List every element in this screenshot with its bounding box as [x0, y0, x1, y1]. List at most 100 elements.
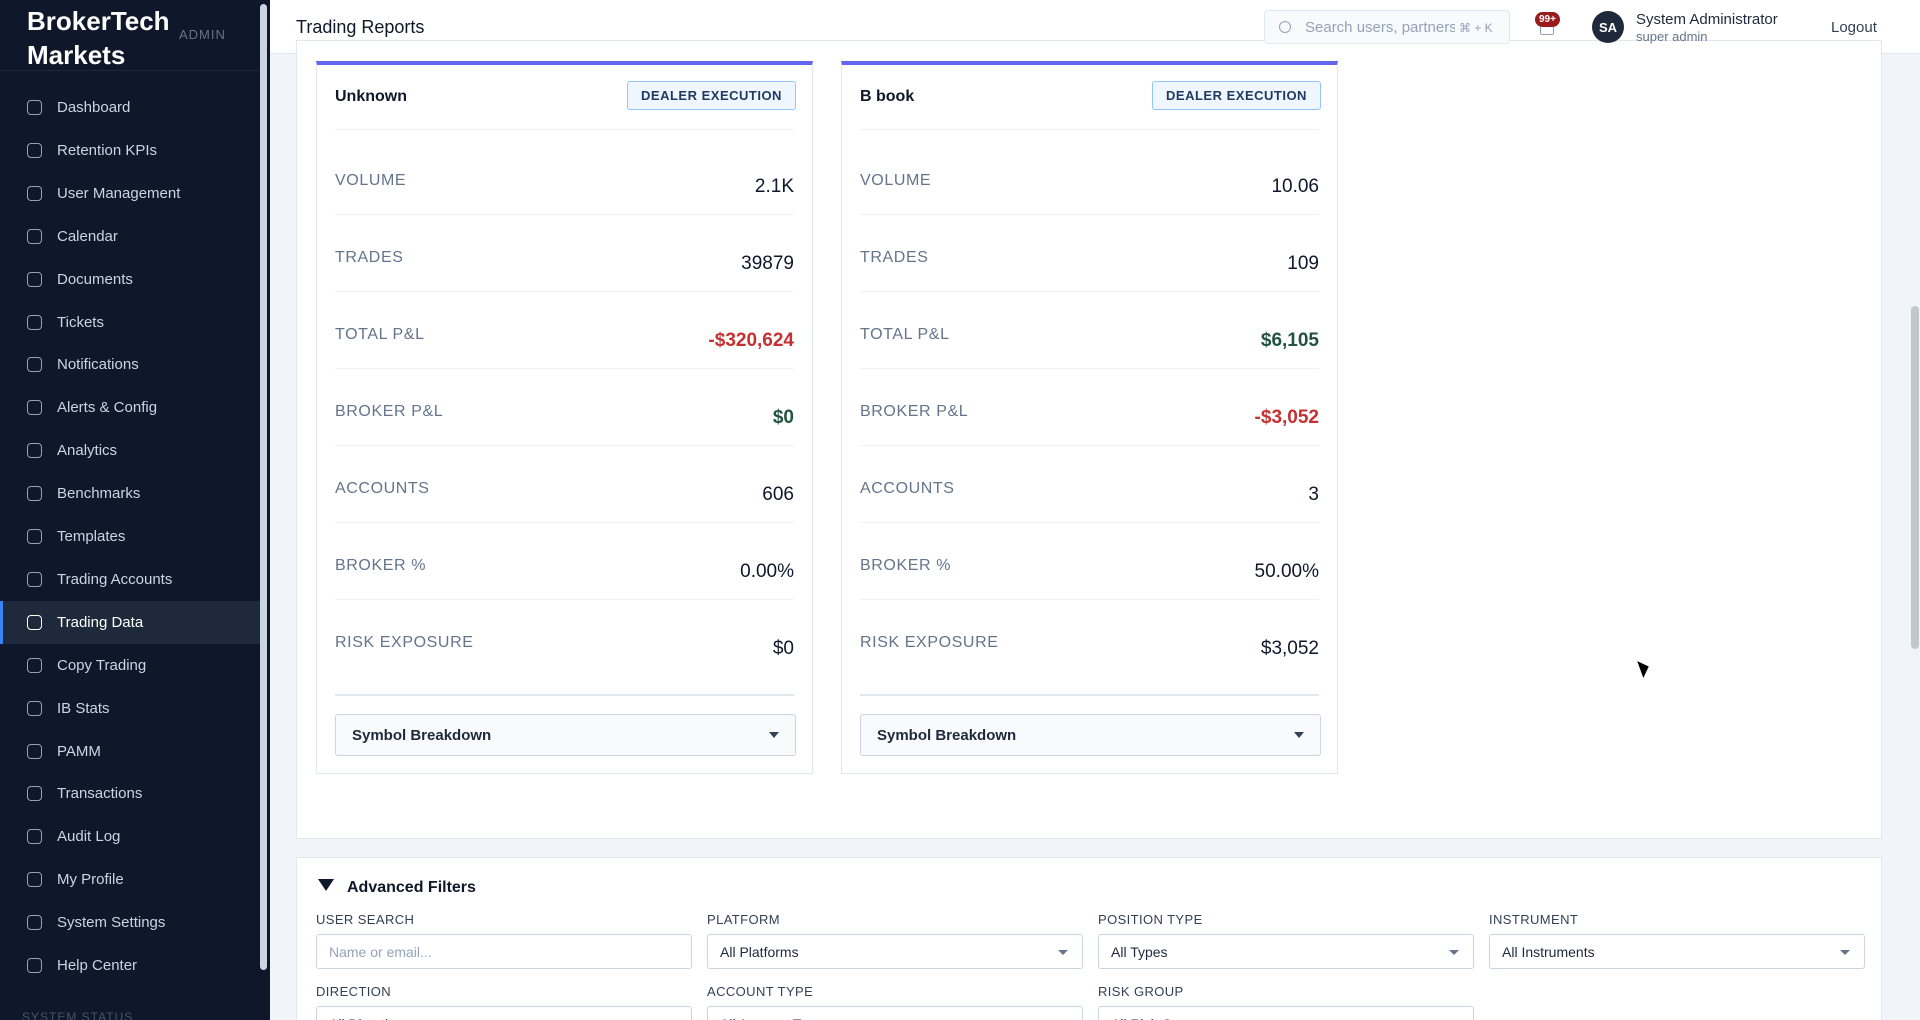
nav-icon: [27, 228, 42, 244]
sidebar-scrollbar: [260, 4, 267, 970]
nav-item[interactable]: Audit Log: [0, 815, 260, 858]
logout-button[interactable]: Logout: [1831, 19, 1877, 36]
filter-label: USER SEARCH: [316, 912, 415, 927]
metric-value: -$320,624: [708, 330, 794, 351]
filter-label: RISK GROUP: [1098, 984, 1184, 999]
divider: [335, 522, 794, 523]
nav-item[interactable]: Help Center: [0, 944, 260, 987]
nav-item[interactable]: Notifications: [0, 343, 260, 386]
divider: [860, 129, 1319, 130]
metric-value: $0: [772, 638, 794, 659]
nav-icon: [27, 571, 42, 587]
nav-item[interactable]: Alerts & Config: [0, 386, 260, 429]
user-role: super admin: [1636, 29, 1708, 44]
nav-item[interactable]: IB Stats: [0, 687, 260, 730]
nav-item[interactable]: Analytics: [0, 429, 260, 472]
divider: [335, 368, 794, 369]
nav-icon: [27, 657, 42, 673]
filter-value: All Account Types: [720, 1016, 830, 1020]
filter-label: INSTRUMENT: [1489, 912, 1579, 927]
nav-icon: [27, 958, 42, 973]
nav-icon: [27, 443, 42, 459]
filters-title: Advanced Filters: [347, 879, 476, 896]
nav-item[interactable]: Dashboard: [0, 86, 260, 129]
admin-badge: ADMIN: [179, 27, 226, 42]
summary-card: B book DEALER EXECUTION VOLUME 10.06 TRADES 1…: [841, 61, 1338, 774]
nav-item[interactable]: Calendar: [0, 215, 260, 258]
breakdown-label: Symbol Breakdown: [352, 727, 492, 744]
filter-label: DIRECTION: [316, 984, 392, 999]
filter-select[interactable]: All Directions: [316, 1006, 692, 1020]
nav-item[interactable]: Benchmarks: [0, 472, 260, 515]
user-name: System Administrator: [1636, 11, 1778, 28]
divider: [335, 694, 794, 696]
breakdown-label: Symbol Breakdown: [877, 727, 1017, 744]
filter-input[interactable]: Name or email...: [316, 934, 692, 969]
page-title: Trading Reports: [296, 17, 425, 37]
nav-item[interactable]: PAMM: [0, 730, 260, 773]
filter-value: All Directions: [329, 1016, 411, 1020]
nav-item[interactable]: Trading Accounts: [0, 558, 260, 601]
chevron: [1840, 950, 1850, 960]
divider: [860, 368, 1319, 369]
divider: [335, 291, 794, 292]
nav-item[interactable]: System Settings: [0, 901, 260, 944]
metric-label: BROKER %: [860, 557, 952, 574]
divider: [0, 70, 260, 71]
nav-item[interactable]: Templates: [0, 515, 260, 558]
metric-label: TRADES: [860, 249, 929, 266]
metric-value: 50.00%: [1254, 561, 1319, 582]
metric-label: ACCOUNTS: [335, 480, 430, 497]
metric-label: BROKER %: [335, 557, 427, 574]
metric-label: TOTAL P&L: [335, 326, 425, 343]
nav-item[interactable]: Trading Data: [0, 600, 260, 644]
metric-value: $0: [772, 407, 794, 428]
nav-item[interactable]: Retention KPIs: [0, 129, 260, 172]
nav-icon: [27, 486, 42, 502]
chevron: [769, 732, 779, 743]
filter-value: Name or email...: [329, 944, 432, 960]
nav-item[interactable]: Copy Trading: [0, 644, 260, 687]
divider: [335, 129, 794, 130]
nav-icon: [27, 786, 42, 802]
metric-value: $3,052: [1260, 638, 1319, 659]
metric-value: $6,105: [1260, 330, 1319, 351]
divider: [335, 445, 794, 446]
brand: BrokerTech Markets: [27, 6, 170, 70]
nav-item[interactable]: Transactions: [0, 772, 260, 815]
nav-icon: [27, 872, 42, 888]
nav-item[interactable]: Documents: [0, 258, 260, 301]
filter-select[interactable]: All Account Types: [707, 1006, 1083, 1020]
symbol-breakdown[interactable]: Symbol Breakdown: [860, 714, 1321, 756]
filter-value: All Platforms: [720, 944, 799, 960]
nav-icon: [27, 100, 42, 115]
filter-icon: [318, 879, 334, 891]
metric-label: VOLUME: [335, 172, 407, 189]
divider: [335, 214, 794, 215]
execution-tag: DEALER EXECUTION: [627, 81, 796, 110]
nav-icon: [27, 614, 42, 630]
chevron: [1294, 732, 1304, 743]
avatar: SA: [1592, 11, 1624, 43]
nav-icon: [27, 142, 42, 158]
filter-select[interactable]: All Types: [1098, 934, 1474, 969]
filter-select[interactable]: All Instruments: [1489, 934, 1865, 969]
nav-icon: [27, 357, 42, 373]
metric-value: 10.06: [1271, 176, 1319, 197]
nav-icon: [27, 314, 42, 330]
filter-select[interactable]: All Risk Groups: [1098, 1006, 1474, 1020]
nav-item[interactable]: User Management: [0, 172, 260, 215]
filter-select[interactable]: All Platforms: [707, 934, 1083, 969]
search-placeholder: Search users, partners: [1305, 19, 1455, 36]
nav-icon: [27, 271, 42, 287]
search-box[interactable]: Search users, partners ⌘ + K: [1264, 10, 1510, 44]
execution-tag: DEALER EXECUTION: [1152, 81, 1321, 110]
card-title: B book: [860, 88, 915, 105]
nav-item[interactable]: My Profile: [0, 858, 260, 901]
nav-icon: [27, 829, 42, 845]
nav-item[interactable]: Tickets: [0, 301, 260, 344]
divider: [335, 599, 794, 600]
divider: [860, 522, 1319, 523]
metric-label: BROKER P&L: [860, 403, 969, 420]
symbol-breakdown[interactable]: Symbol Breakdown: [335, 714, 796, 756]
